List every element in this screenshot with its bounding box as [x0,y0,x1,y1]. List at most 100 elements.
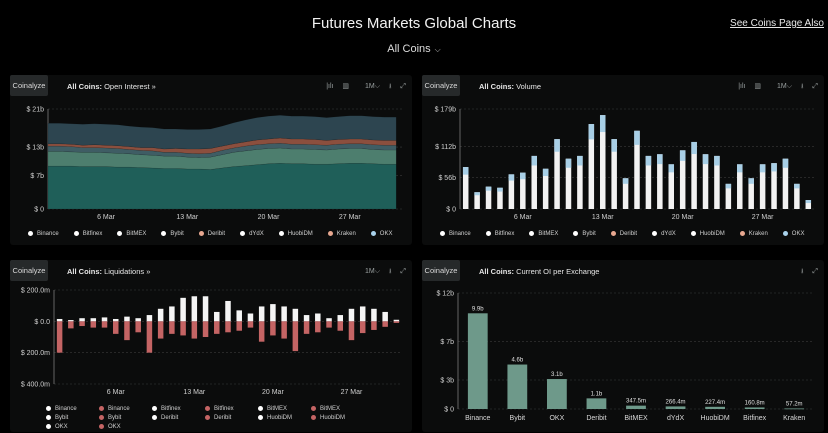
download-icon[interactable]: ⭳ [800,83,804,90]
volume-bar-cap [645,155,652,166]
legend-item[interactable]: Bybit [99,415,152,421]
legend-item[interactable]: Bitfinex [73,231,102,237]
exchange-bar [784,408,805,410]
volume-bar-body [794,183,800,209]
legend-item[interactable]: Binance [440,231,471,237]
y-tick-label: $ 21b [26,107,44,114]
volume-bar [577,155,583,209]
legend-dot-icon [311,415,316,421]
interval-select[interactable]: 1M⌵ [364,83,381,90]
coin-selector[interactable]: All Coins ⌵ [0,43,828,55]
liquidation-bar-longs [247,313,254,322]
legend-item[interactable]: Kraken [739,231,768,237]
data-label: 57.2m [786,401,803,407]
download-icon[interactable]: ⭳ [800,268,804,275]
legend-item[interactable]: Bitfinex [152,406,205,412]
indicator-icon[interactable]: |ılı [326,83,334,90]
expand-icon[interactable]: ⤢ [812,83,818,90]
x-category-label: HuobiDM [701,415,730,422]
volume-bar-body [599,115,606,209]
legend-item[interactable]: HuobiDM [278,231,313,237]
volume-bar-body [565,158,572,209]
volume-bar [714,155,720,209]
liquidation-bar-longs [202,296,209,322]
volume-chart[interactable]: $ 0 $ 56b $ 112b $ 179b 6 Mar 13 Mar 20 Mar 27 … [422,99,824,225]
interval-select[interactable]: 1M⌵ [364,268,381,275]
legend-item[interactable]: OKX [99,424,152,430]
legend-dot-icon [529,231,535,236]
volume-bar [737,164,743,209]
volume-bar-body [622,178,629,209]
expand-icon[interactable]: ⤢ [400,83,406,90]
legend-item[interactable]: Bybit [161,231,184,237]
panel-title[interactable]: All Coins: Open Interest » [67,82,156,91]
legend-item[interactable]: HuobiDM [690,231,725,237]
volume-bar [725,183,732,209]
legend-item[interactable]: Deribit [610,231,637,237]
legend-item[interactable]: Binance [28,231,59,237]
legend-dot-icon [370,231,376,236]
legend-item[interactable]: OKX [370,231,392,237]
panel-title[interactable]: All Coins: Liquidations » [67,267,150,276]
legend-item[interactable]: dYdX [652,231,676,237]
volume-bar [611,139,617,209]
candles-icon[interactable]: ▥ [342,83,350,90]
legend-item[interactable]: Bybit [573,231,596,237]
legend-item[interactable]: BitMEX [258,406,311,412]
volume-bar [622,178,629,209]
interval-select[interactable]: 1M⌵ [776,83,793,90]
expand-icon[interactable]: ⤢ [812,268,818,275]
liquidation-bar-shorts [124,321,130,341]
legend-item[interactable]: Bitfinex [205,406,258,412]
open-interest-chart[interactable]: $ 0 $ 7b $ 13b $ 21b 6 Mar 13 Mar 20 Mar 27 Mar [10,99,412,225]
open-interest-panel: Coinalyze All Coins: Open Interest » |ıl… [10,75,412,245]
legend-item[interactable]: BitMEX [529,231,558,237]
legend-item[interactable]: BitMEX [117,231,146,237]
expand-icon[interactable]: ⤢ [400,268,406,275]
legend-item[interactable]: OKX [46,424,99,430]
legend-item[interactable]: Deribit [152,415,205,421]
indicator-icon[interactable]: |ılı [738,83,746,90]
y-tick-label: $ 7b [440,339,454,346]
legend-item[interactable]: Kraken [327,231,356,237]
volume-bar-cap [748,178,754,184]
panel-title: All Coins: Current OI per Exchange [479,267,599,276]
volume-bar [771,163,777,209]
liquidations-chart[interactable]: $ 400.0m $ 200.0m $ 0.0 $ 200.0m 6 Mar 13 Mar… [10,284,412,406]
volume-bar-cap [474,192,480,196]
volume-bar [759,164,766,209]
legend-item[interactable]: Binance [99,406,152,412]
legend-item[interactable]: HuobiDM [258,415,311,421]
volume-bar-cap [782,158,789,168]
candles-icon[interactable]: ▥ [754,83,762,90]
x-category-label: Bybit [510,415,526,422]
legend-dot-icon [117,231,123,236]
volume-bar [542,168,549,209]
download-icon[interactable]: ⭳ [388,268,392,275]
legend-item[interactable]: Bitfinex [485,231,514,237]
legend-item[interactable]: dYdX [240,231,264,237]
interval-label: 1M [776,83,787,90]
legend-item[interactable]: Binance [46,406,99,412]
volume-bar-body [645,155,652,209]
download-icon[interactable]: ⭳ [388,83,392,90]
legend-item[interactable]: Deribit [205,415,258,421]
legend-item[interactable]: Bybit [46,415,99,421]
oi-per-exchange-chart[interactable]: $ 0 $ 3b $ 7b $ 12b 9.9b Binance 4.6b Bybit 3.1b… [422,284,824,432]
legend-item[interactable]: OKX [782,231,804,237]
legend-item[interactable]: HuobiDM [311,415,364,421]
y-tick-label: $ 0 [444,407,454,414]
legend-item[interactable]: BitMEX [311,406,364,412]
liquidation-bar-longs [68,320,74,322]
liquidation-bar-shorts [180,321,186,336]
coinalyze-logo[interactable]: Coinalyze [10,75,48,96]
see-coins-page-link[interactable]: See Coins Page Also [730,18,824,29]
liquidation-bar-longs [382,311,388,322]
liquidation-bar-longs [146,315,153,322]
volume-bar [554,139,560,209]
legend-label: BitMEX [538,231,559,238]
legend-item[interactable]: Deribit [198,231,225,237]
coinalyze-logo[interactable]: Coinalyze [422,260,460,281]
coinalyze-logo[interactable]: Coinalyze [10,260,48,281]
coinalyze-logo[interactable]: Coinalyze [422,75,460,96]
